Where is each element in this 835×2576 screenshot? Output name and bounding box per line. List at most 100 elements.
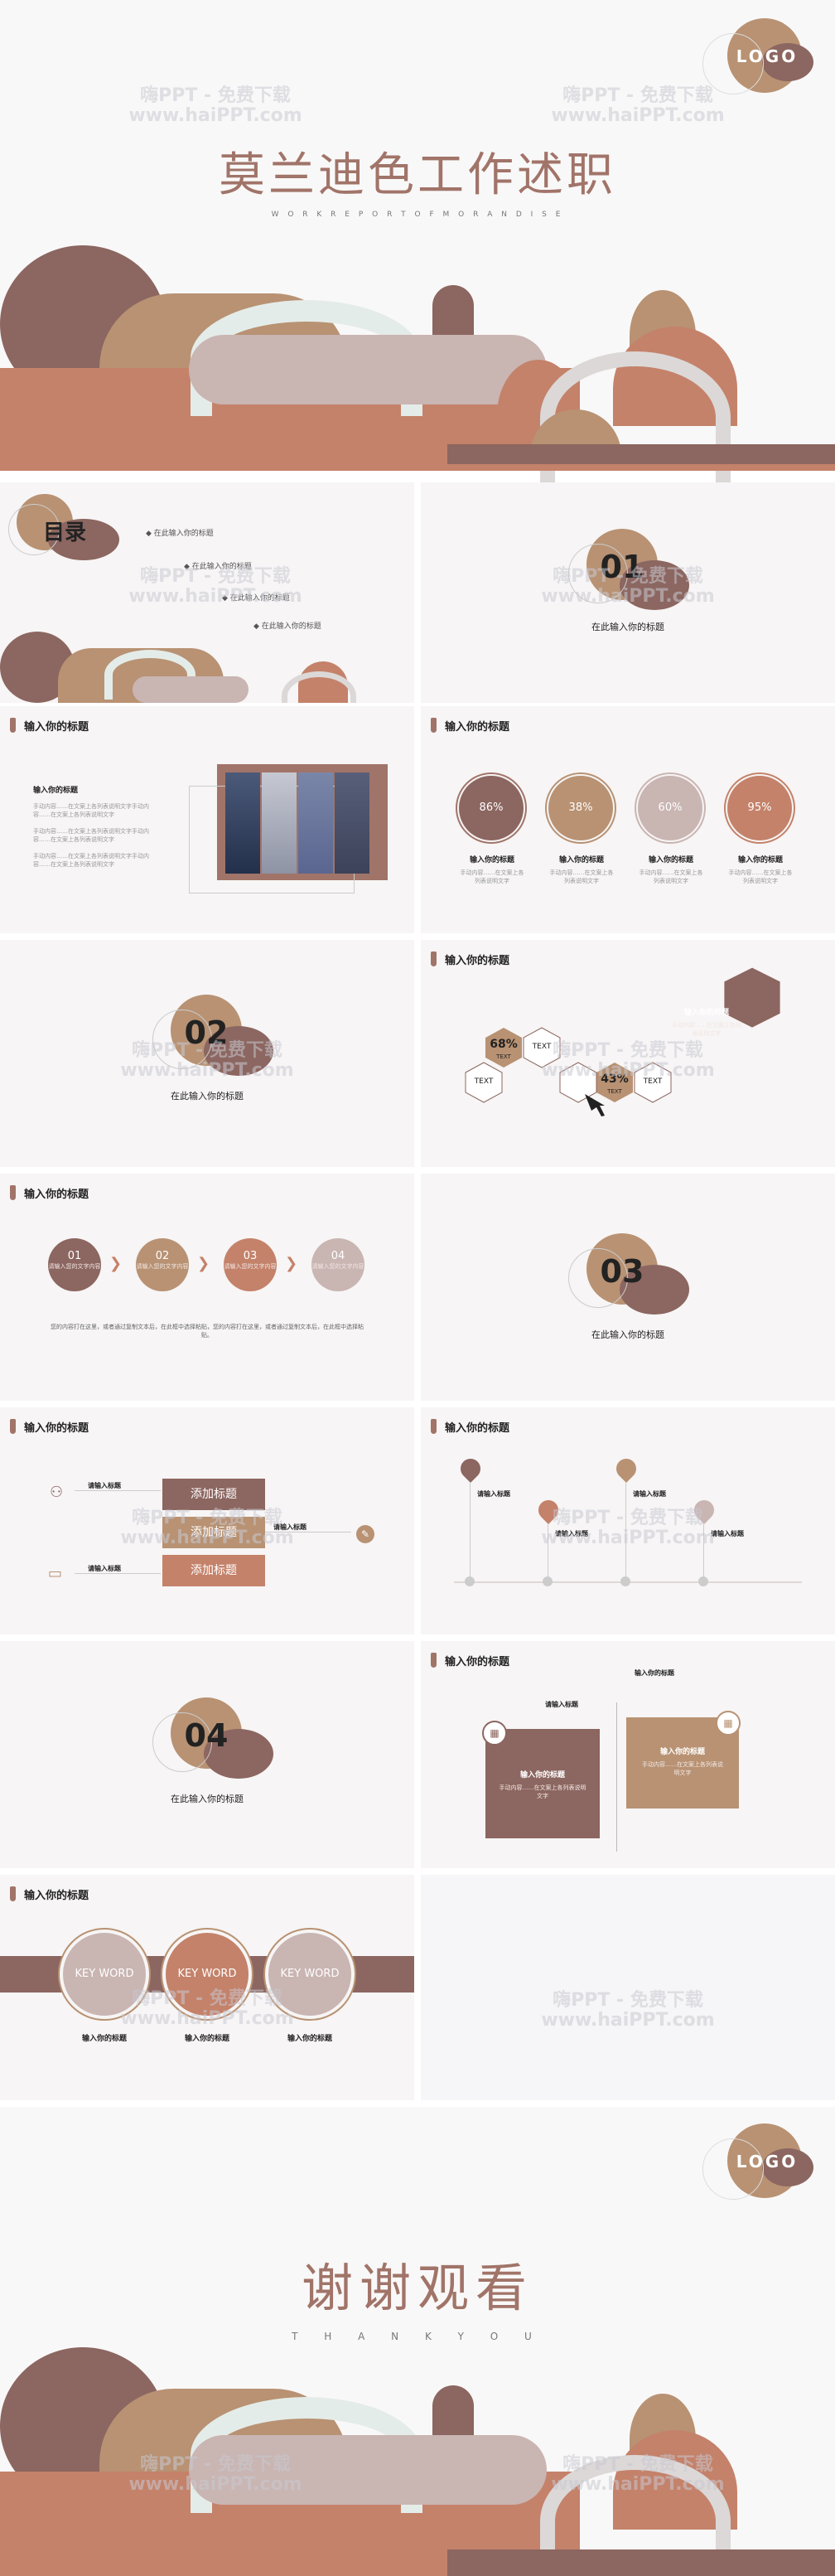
section-02-slide: 02 在此输入你的标题 嗨PPT - 免费下载 www.haiPPT.com: [0, 940, 414, 1167]
watermark: 嗨PPT - 免费下载 www.haiPPT.com: [551, 85, 725, 126]
section-03-slide: 03 在此输入你的标题: [421, 1174, 835, 1401]
toc-item[interactable]: ◆ 在此输入你的标题: [184, 563, 252, 571]
label-title: 请输入标题: [273, 1523, 306, 1531]
section-label: 在此输入你的标题: [171, 1794, 244, 1804]
toc-slide: 目录 ◆ 在此输入你的标题 ◆ 在此输入你的标题 ◆ 在此输入你的标题 ◆ 在此…: [0, 482, 414, 703]
section-label: 在此输入你的标题: [591, 622, 664, 632]
hex-text: TEXT: [474, 1077, 494, 1086]
box-title: 输入你的标题: [659, 1748, 705, 1756]
hex-percent-sub: TEXT: [496, 1053, 511, 1060]
block-text: 手动内容……在文案上各列表说明文字手动内容……在文案上各列表说明文字: [33, 828, 149, 843]
item-title: 输入你的标题: [737, 856, 783, 864]
content-slide-process: 输入你的标题 01 请输入您的文字内容 ❯ 02 请输入您的文字内容 ❯ 03 请输入…: [0, 1174, 414, 1401]
hex-text: TEXT: [643, 1077, 663, 1086]
label-title: 请输入标题: [88, 1482, 121, 1489]
section-label: 在此输入你的标题: [171, 1091, 244, 1102]
slide-title: 输入你的标题: [445, 1421, 510, 1435]
cover-title: 莫兰迪色工作述职: [219, 148, 616, 202]
timeline-label: 请输入标题: [555, 1530, 588, 1537]
watermark: 嗨PPT - 免费下载 www.haiPPT.com: [120, 1040, 294, 1081]
end-subtitle: T H A N K Y O U: [292, 2331, 543, 2342]
item-desc: 手动内容……在文案上各列表说明文字: [639, 869, 703, 884]
bar-label: 添加标题: [162, 1517, 265, 1548]
percent-circle: 38%: [548, 776, 613, 840]
section-number: 04: [184, 1717, 229, 1754]
cover-art: [0, 235, 835, 484]
section-label: 在此输入你的标题: [591, 1329, 664, 1340]
photo-building: [262, 772, 297, 874]
timeline-label: 请输入标题: [633, 1490, 666, 1498]
cover-subtitle: W O R K R E P O R T O F M O R A N D I S …: [271, 211, 564, 219]
item-desc: 手动内容……在文案上各列表说明文字: [728, 869, 793, 884]
percent-circle: 95%: [727, 776, 792, 840]
bar-label: 添加标题: [162, 1555, 265, 1586]
watermark: 嗨PPT - 免费下载 www.haiPPT.com: [128, 566, 302, 607]
item-desc: 手动内容……在文案上各列表说明文字: [549, 869, 614, 884]
logo-ring: [702, 33, 764, 94]
process-paragraph: 您的内容打在这里，或者通过复制文本后，在此框中选择粘贴，您的内容打在这里，或者通…: [51, 1324, 364, 1339]
hex-title: 输入你的标题: [683, 1009, 729, 1017]
keyword-circle: KEY WORD: [63, 1933, 146, 2016]
content-slide-keywords: 输入你的标题 KEY WORD KEY WORD KEY WORD 输入你的标题…: [0, 1875, 414, 2100]
process-step: 04 请输入您的文字内容: [311, 1238, 364, 1291]
top-label: 输入你的标题: [635, 1669, 674, 1677]
timeline-label: 请输入标题: [711, 1530, 744, 1537]
calendar-icon: ▦: [482, 1721, 507, 1746]
percent-circle: 60%: [638, 776, 702, 840]
keyword-title: 输入你的标题: [184, 2035, 229, 2043]
logo-circle-mauve: [762, 43, 813, 81]
photo-city: [225, 772, 260, 874]
blank-slide: 嗨PPT - 免费下载 www.haiPPT.com: [421, 1875, 835, 2100]
toc-item[interactable]: ◆ 在此输入你的标题: [146, 530, 214, 538]
end-title: 谢谢观看: [301, 2258, 533, 2318]
logo-circle-mauve: [762, 2148, 813, 2186]
end-slide: LOGO 谢谢观看 T H A N K Y O U 嗨PPT - 免费下载 www…: [0, 2107, 835, 2576]
logo-ring: [702, 2138, 764, 2200]
item-title: 输入你的标题: [558, 856, 604, 864]
box-desc: 手动内容……在文案上各列表说明文字: [642, 1761, 723, 1776]
watermark: 嗨PPT - 免费下载 www.haiPPT.com: [541, 1508, 715, 1548]
hex-desc: 手动内容……在文案上各列表说明文字: [672, 1022, 741, 1037]
slide-title: 输入你的标题: [24, 720, 89, 734]
content-slide-boxes: 输入你的标题 输入你的标题 请输入标题 ▦ ▦ 输入你的标题 手动内容……在文案…: [421, 1641, 835, 1868]
content-slide-timeline: 输入你的标题 请输入标题 请输入标题 请输入标题 请输入标题 嗨PPT - 免费…: [421, 1407, 835, 1634]
timeline-pin-icon: [612, 1455, 640, 1483]
toc-item[interactable]: ◆ 在此输入你的标题: [222, 594, 290, 603]
box-mauve: [485, 1729, 600, 1838]
bar-label: 添加标题: [162, 1479, 265, 1510]
cover-slide: LOGO 嗨PPT - 免费下载 www.haiPPT.com 嗨PPT - 免费…: [0, 0, 835, 235]
timeline-pin-icon: [456, 1455, 485, 1483]
keyword-circle: KEY WORD: [166, 1933, 249, 2016]
section-04-slide: 04 在此输入你的标题: [0, 1641, 414, 1868]
hex-text: TEXT: [532, 1043, 552, 1051]
block-text: 手动内容……在文案上各列表说明文字手动内容……在文案上各列表说明文字: [33, 853, 149, 868]
keyword-circle: KEY WORD: [268, 1933, 351, 2016]
team-icon: ⚇: [50, 1484, 64, 1501]
chevron-right-icon: ❯: [197, 1255, 210, 1272]
watermark: 嗨PPT - 免费下载 www.haiPPT.com: [541, 566, 715, 607]
section-01-slide: 01 在此输入你的标题 嗨PPT - 免费下载 www.haiPPT.com: [421, 482, 835, 703]
watermark: 嗨PPT - 免费下载 www.haiPPT.com: [541, 1990, 715, 2031]
toc-item[interactable]: ◆ 在此输入你的标题: [253, 622, 321, 631]
block-heading: 输入你的标题: [33, 787, 79, 795]
percent-circle: 86%: [459, 776, 524, 840]
watermark: 嗨PPT - 免费下载 www.haiPPT.com: [128, 85, 302, 126]
hex-percent: 68%: [490, 1038, 518, 1051]
slide-title: 输入你的标题: [445, 1655, 510, 1668]
process-step: 01 请输入您的文字内容: [48, 1238, 101, 1291]
watermark: 嗨PPT - 免费下载 www.haiPPT.com: [551, 2454, 725, 2495]
watermark: 嗨PPT - 免费下载 www.haiPPT.com: [128, 2454, 302, 2495]
slide-title: 输入你的标题: [24, 1421, 89, 1435]
slide-title: 输入你的标题: [445, 720, 510, 734]
hex-percent: 43%: [601, 1073, 629, 1086]
photo-interior: [335, 772, 369, 874]
section-number: 01: [600, 549, 644, 585]
keyword-title: 输入你的标题: [287, 2035, 332, 2043]
hex-percent-sub: TEXT: [607, 1088, 622, 1095]
calendar-icon: ▦: [716, 1711, 741, 1736]
wrench-icon: ✎: [356, 1525, 374, 1543]
content-slide-images: 输入你的标题 输入你的标题 手动内容……在文案上各列表说明文字手动内容……在文案…: [0, 706, 414, 933]
label-title: 请输入标题: [88, 1565, 121, 1572]
box-desc: 手动内容……在文案上各列表说明文字: [499, 1784, 586, 1799]
chevron-right-icon: ❯: [285, 1255, 298, 1272]
